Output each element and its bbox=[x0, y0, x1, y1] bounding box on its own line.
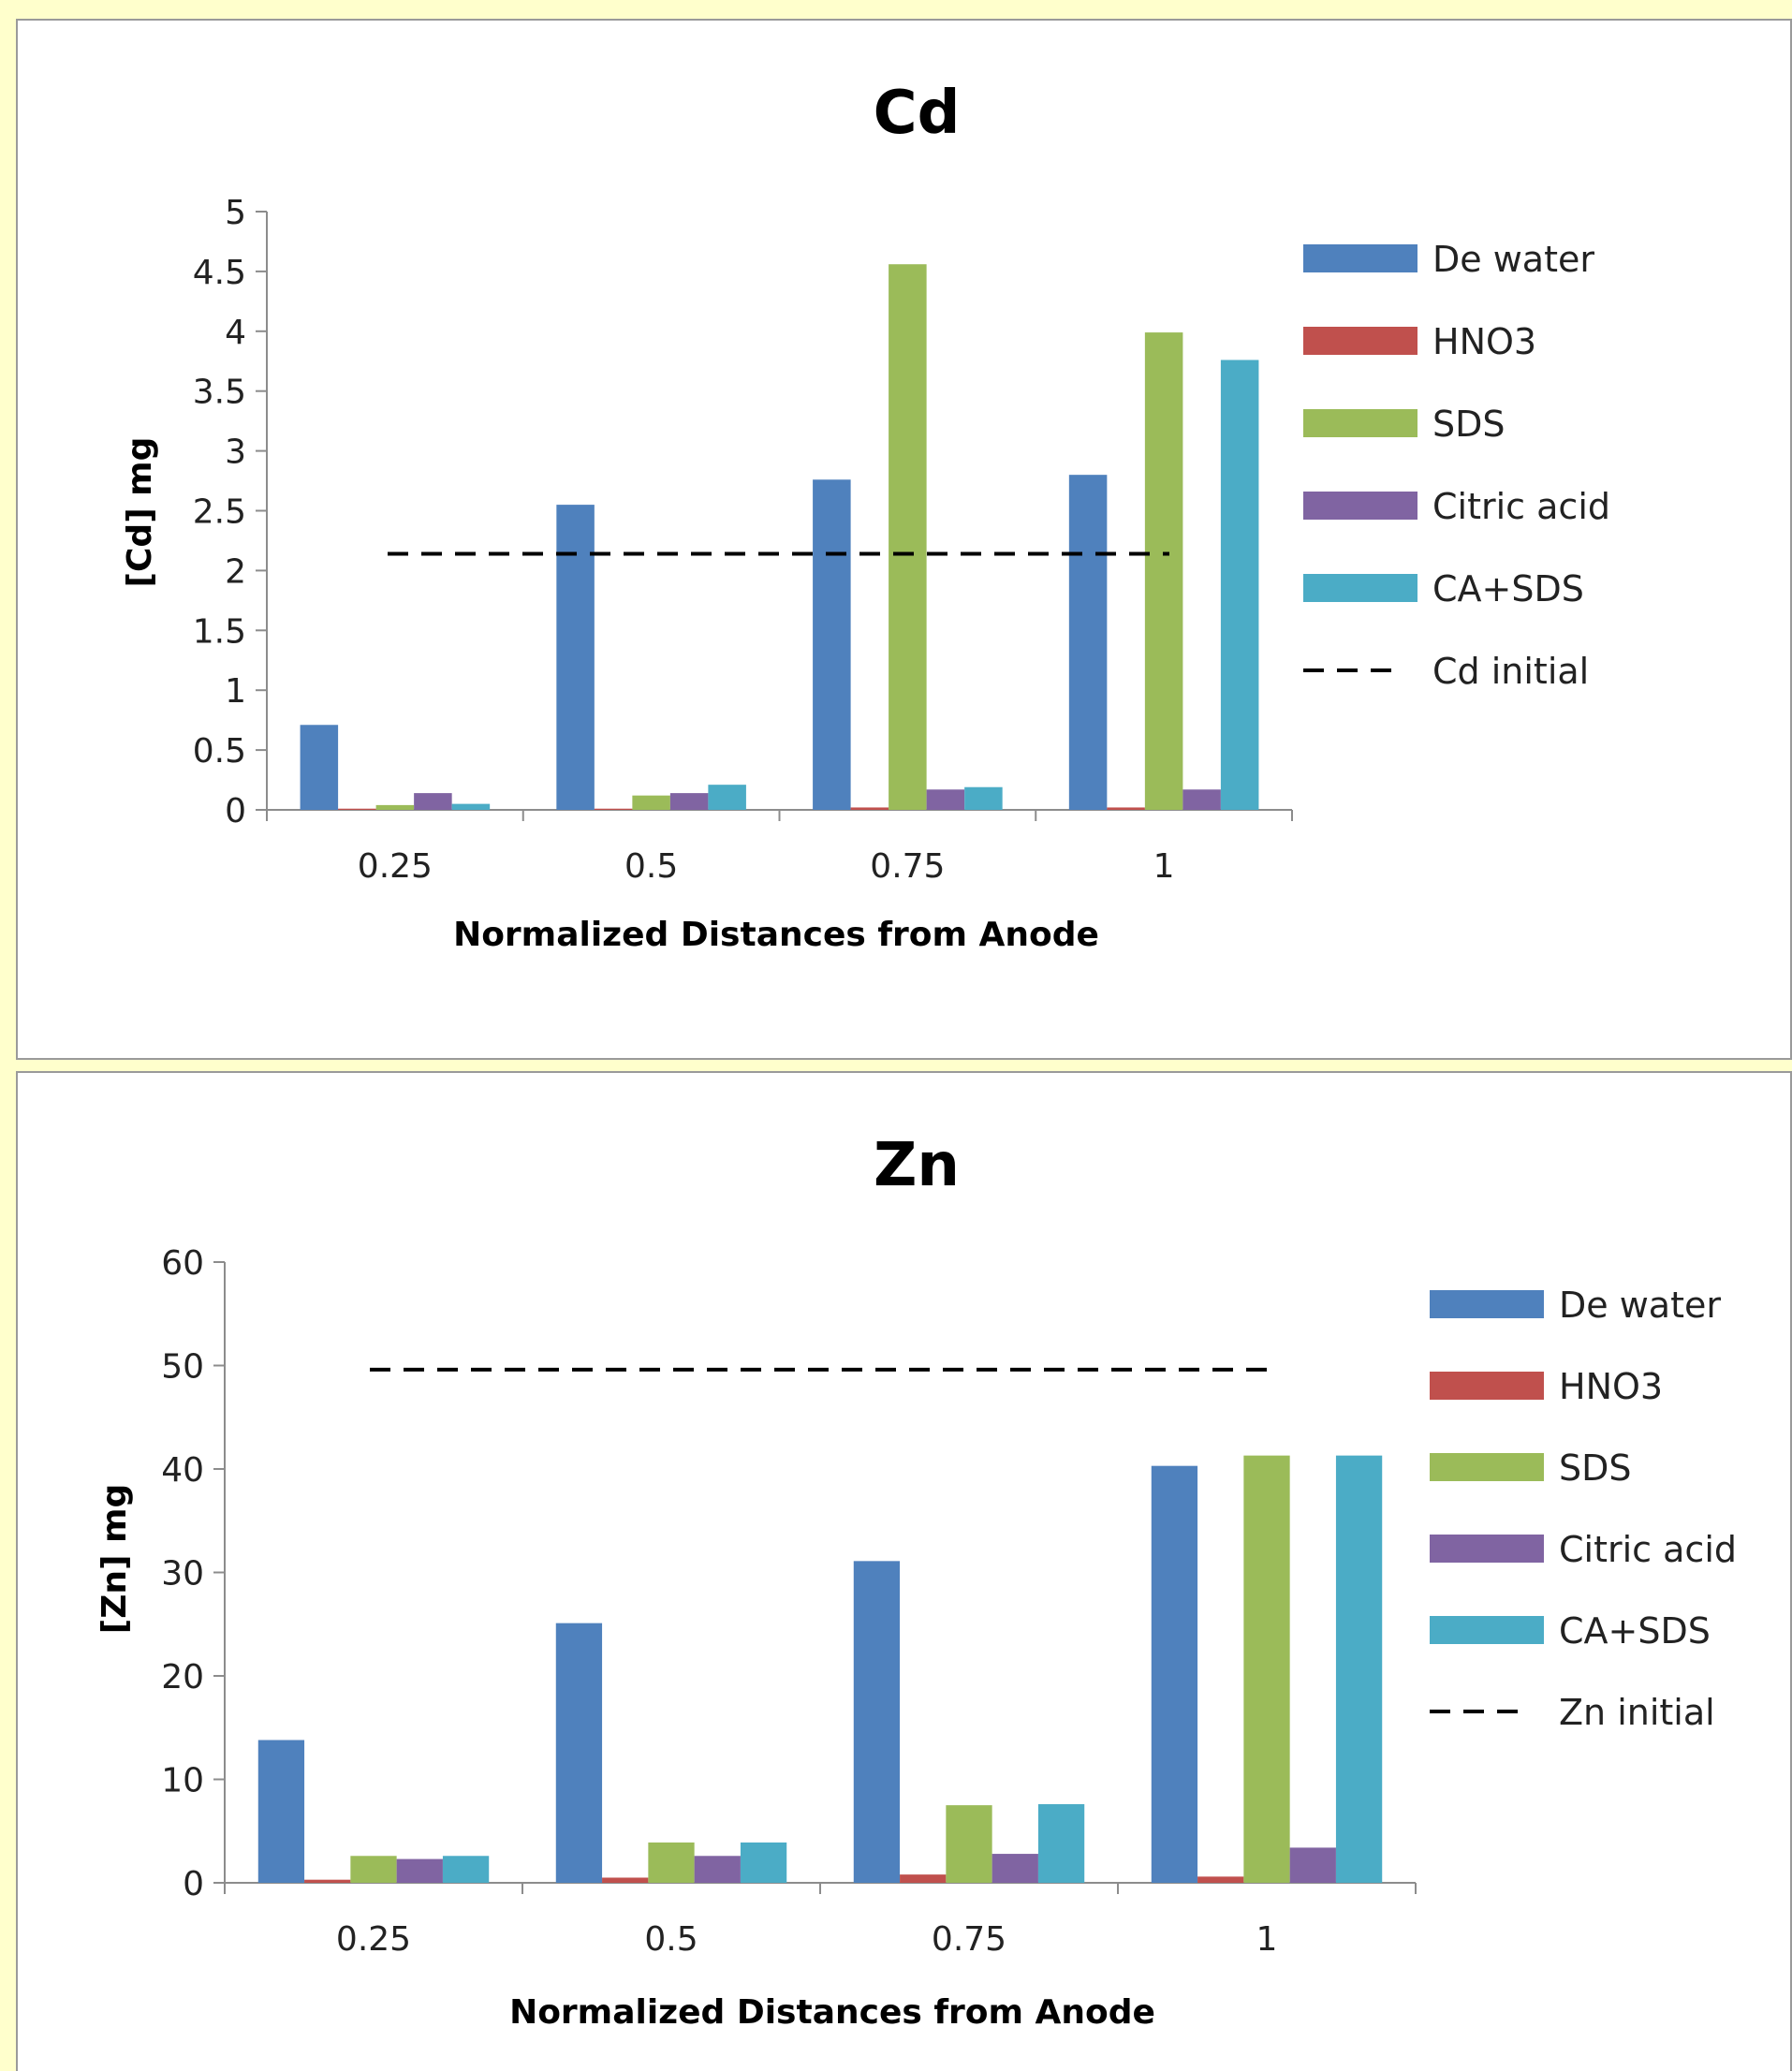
y-tick-label: 0 bbox=[183, 1865, 204, 1903]
bar-de-water-1 bbox=[1068, 475, 1108, 810]
bar-de-water-0.75 bbox=[813, 479, 851, 810]
bar-ca-sds-0.25 bbox=[451, 803, 491, 810]
bar-ca-sds-0.75 bbox=[964, 786, 1003, 810]
y-tick-label: 0.5 bbox=[193, 732, 246, 771]
y-tick-label: 60 bbox=[161, 1244, 204, 1283]
bar-hno3-0.25 bbox=[304, 1879, 351, 1883]
zn-chart: Zn [Zn] mg Normalized Distances from Ano… bbox=[95, 1131, 1737, 2032]
y-tick-label: 0 bbox=[225, 792, 246, 830]
bar-ca-sds-0.75 bbox=[1037, 1804, 1085, 1883]
y-tick-label: 3.5 bbox=[193, 374, 246, 412]
bar-hno3-0.75 bbox=[850, 807, 889, 810]
chart-title: Cd bbox=[874, 79, 961, 148]
y-tick-label: 10 bbox=[161, 1762, 204, 1800]
x-tick-label: 0.25 bbox=[336, 1920, 411, 1959]
legend-swatch bbox=[1430, 1535, 1544, 1563]
y-axis-title: [Cd] mg bbox=[121, 437, 159, 588]
bar-sds-0.25 bbox=[350, 1856, 397, 1883]
x-tick-label: 0.5 bbox=[624, 847, 678, 886]
bar-sds-0.75 bbox=[889, 264, 927, 810]
cd-chart-panel: Cd [Cd] mg Normalized Distances from Ano… bbox=[16, 19, 1792, 1060]
bar-hno3-0.5 bbox=[602, 1877, 649, 1883]
x-tick-label: 1 bbox=[1256, 1920, 1278, 1959]
y-tick-label: 4.5 bbox=[193, 254, 246, 292]
bar-citric-acid-1 bbox=[1182, 789, 1221, 810]
legend-label: CA+SDS bbox=[1559, 1610, 1711, 1652]
legend-swatch bbox=[1303, 492, 1417, 520]
chart-title: Zn bbox=[874, 1131, 960, 1200]
bar-ca-sds-0.5 bbox=[708, 785, 746, 810]
bar-sds-0.5 bbox=[632, 795, 670, 810]
legend-swatch bbox=[1303, 327, 1417, 355]
bar-ca-sds-1 bbox=[1220, 360, 1259, 810]
bar-sds-1 bbox=[1243, 1455, 1290, 1883]
bar-citric-acid-0.75 bbox=[991, 1854, 1038, 1883]
bar-citric-acid-1 bbox=[1289, 1847, 1336, 1883]
cd-chart: Cd [Cd] mg Normalized Distances from Ano… bbox=[121, 79, 1610, 954]
zn-chart-panel: Zn [Zn] mg Normalized Distances from Ano… bbox=[16, 1071, 1792, 2071]
bar-de-water-0.5 bbox=[556, 505, 595, 810]
bar-de-water-0.25 bbox=[300, 725, 339, 810]
bar-sds-0.75 bbox=[946, 1805, 992, 1883]
y-tick-label: 2 bbox=[225, 552, 246, 591]
y-tick-label: 20 bbox=[161, 1658, 204, 1696]
bar-de-water-0.75 bbox=[853, 1561, 901, 1883]
bar-ca-sds-0.25 bbox=[442, 1856, 490, 1883]
bar-de-water-1 bbox=[1151, 1465, 1198, 1883]
legend-label: Citric acid bbox=[1432, 486, 1610, 527]
bar-ca-sds-1 bbox=[1335, 1455, 1383, 1883]
legend-label: Zn initial bbox=[1559, 1692, 1715, 1733]
x-tick-label: 0.5 bbox=[644, 1920, 698, 1959]
y-tick-label: 40 bbox=[161, 1451, 204, 1490]
bar-de-water-0.25 bbox=[257, 1740, 305, 1883]
legend-label: Cd initial bbox=[1432, 651, 1589, 692]
legend-label: HNO3 bbox=[1432, 321, 1536, 362]
bar-citric-acid-0.5 bbox=[669, 793, 709, 810]
legend-label: SDS bbox=[1432, 404, 1506, 445]
legend-label: SDS bbox=[1559, 1447, 1632, 1489]
bar-hno3-0.75 bbox=[900, 1874, 947, 1883]
legend-swatch bbox=[1430, 1372, 1544, 1400]
y-tick-label: 2.5 bbox=[193, 493, 246, 532]
x-tick-label: 0.25 bbox=[358, 847, 433, 886]
legend-label: De water bbox=[1559, 1285, 1721, 1326]
bar-hno3-1 bbox=[1107, 807, 1145, 810]
bar-hno3-0.5 bbox=[594, 808, 633, 810]
x-tick-label: 0.75 bbox=[870, 847, 945, 886]
bar-sds-0.25 bbox=[375, 804, 415, 810]
y-tick-label: 50 bbox=[161, 1348, 204, 1387]
y-tick-label: 3 bbox=[225, 433, 246, 472]
bar-sds-0.5 bbox=[648, 1842, 695, 1883]
y-tick-label: 5 bbox=[225, 194, 246, 232]
legend-label: HNO3 bbox=[1559, 1366, 1663, 1407]
legend-swatch bbox=[1430, 1616, 1544, 1644]
legend-label: De water bbox=[1432, 239, 1594, 280]
bar-citric-acid-0.25 bbox=[396, 1858, 443, 1883]
bar-hno3-1 bbox=[1197, 1876, 1244, 1883]
legend-swatch bbox=[1430, 1453, 1544, 1481]
legend-swatch bbox=[1303, 244, 1417, 272]
y-tick-label: 4 bbox=[225, 314, 246, 352]
y-tick-label: 1 bbox=[225, 672, 246, 711]
legend-swatch bbox=[1430, 1290, 1544, 1318]
x-axis-title: Normalized Distances from Anode bbox=[509, 1993, 1155, 2032]
legend-swatch bbox=[1303, 409, 1417, 437]
bar-hno3-0.25 bbox=[338, 808, 376, 810]
x-tick-label: 0.75 bbox=[932, 1920, 1006, 1959]
legend-label: Citric acid bbox=[1559, 1529, 1737, 1570]
bar-sds-1 bbox=[1144, 332, 1183, 810]
x-axis-title: Normalized Distances from Anode bbox=[453, 916, 1099, 954]
bar-citric-acid-0.5 bbox=[694, 1856, 741, 1883]
legend-label: CA+SDS bbox=[1432, 568, 1584, 610]
bar-de-water-0.5 bbox=[555, 1623, 603, 1883]
legend-swatch bbox=[1303, 574, 1417, 602]
y-axis-title: [Zn] mg bbox=[95, 1484, 134, 1634]
x-tick-label: 1 bbox=[1153, 847, 1175, 886]
bar-citric-acid-0.75 bbox=[926, 789, 965, 810]
bar-citric-acid-0.25 bbox=[414, 793, 452, 810]
y-tick-label: 1.5 bbox=[193, 612, 246, 651]
y-tick-label: 30 bbox=[161, 1555, 204, 1594]
bar-ca-sds-0.5 bbox=[740, 1842, 787, 1883]
